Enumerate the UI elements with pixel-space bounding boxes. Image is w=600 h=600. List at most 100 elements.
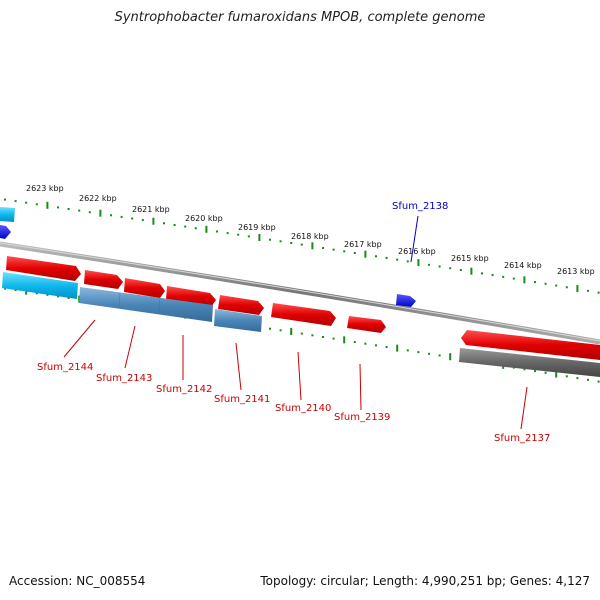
inner-minor-tick [46,293,49,296]
scale-label-2615: 2615 kbp [451,254,489,263]
scale-label-2623: 2623 kbp [26,184,64,193]
inner-minor-tick [544,371,547,374]
outer-minor-tick [163,222,165,225]
outer-minor-tick [290,242,293,244]
gene-forward-2[interactable] [84,270,123,289]
outer-minor-tick [491,274,494,277]
scale-labels: 2623 kbp 2622 kbp 2621 kbp 2620 kbp 2619… [26,184,595,276]
outer-minor-tick [35,203,38,206]
outer-minor-tick [375,255,377,258]
outer-minor-tick [300,243,303,246]
outer-minor-tick [216,230,218,233]
outer-minor-tick [459,269,462,271]
scale-label-2619: 2619 kbp [238,223,276,232]
inner-minor-tick [311,334,314,337]
gene-forward-1[interactable] [6,256,81,281]
gene-label-sfum-2141[interactable]: Sfum_2141 [214,394,270,405]
outer-minor-tick [449,267,452,270]
outer-major-tick [417,259,420,267]
gene-forward-3[interactable] [124,278,165,298]
gene-sfum-2143[interactable] [79,287,213,322]
outer-minor-tick [597,291,600,294]
outer-minor-tick [343,250,346,253]
outer-major-tick [576,285,579,293]
outer-minor-tick [67,208,70,210]
gene-label-sfum-2142[interactable]: Sfum_2142 [156,384,212,395]
gene-label-sfum-2137[interactable]: Sfum_2137 [494,433,550,444]
inner-major-tick [78,295,81,303]
outer-minor-tick [194,227,197,230]
gene-label-sfum-2138[interactable]: Sfum_2138 [392,201,448,212]
inner-major-tick [290,328,293,335]
scale-label-2622: 2622 kbp [79,194,117,203]
inner-minor-tick [438,354,441,357]
inner-minor-tick [300,332,303,335]
gene-label-sfum-2140[interactable]: Sfum_2140 [275,403,331,414]
gene-label-sfum-2144[interactable]: Sfum_2144 [37,362,93,373]
inner-minor-tick [35,292,38,295]
outer-minor-tick [247,235,250,238]
scale-label-2614: 2614 kbp [504,261,542,270]
outer-minor-tick [512,277,515,280]
outer-minor-tick [502,275,505,278]
gene-sfum-2138[interactable] [396,294,416,307]
gene-sfum-2140[interactable] [271,303,336,326]
inner-minor-tick [322,336,324,338]
gene-sfum-2139[interactable] [347,316,386,333]
outer-minor-tick [226,232,229,235]
inner-major-tick [396,344,399,352]
gene-sfum-2137[interactable] [461,330,600,360]
outer-major-tick [46,201,49,209]
outer-minor-tick [25,201,28,204]
outer-major-tick [99,209,102,217]
map-title: Syntrophobacter fumaroxidans MPOB, compl… [114,10,486,25]
inner-major-tick [449,353,452,361]
outer-minor-tick [481,272,483,275]
scale-label-2618: 2618 kbp [291,232,329,241]
accession-text: Accession: NC_008554 [9,574,146,588]
outer-scale-ticks [4,198,600,294]
outer-minor-tick [396,258,399,261]
steel-divider [118,292,121,309]
outer-minor-tick [184,225,187,228]
outer-major-tick [205,225,208,233]
outer-major-tick [364,250,367,258]
gene-steel-extra[interactable] [214,309,262,332]
outer-minor-tick [4,198,6,201]
topology-text: Topology: circular; Length: 4,990,251 bp… [260,574,590,588]
outer-minor-tick [534,281,536,284]
inner-major-tick [343,336,346,344]
outer-minor-tick [428,263,430,266]
inner-minor-tick [428,352,430,355]
outer-minor-tick [14,200,17,203]
scale-label-2617: 2617 kbp [344,240,382,249]
inner-minor-tick [406,349,409,352]
inner-minor-tick [279,329,282,332]
outer-minor-tick [141,219,144,222]
outer-minor-tick [555,284,558,287]
outer-minor-tick [353,252,356,254]
partial-gene-cyan-top[interactable] [0,207,15,222]
inner-minor-tick [417,351,420,354]
outer-minor-tick [406,260,409,263]
outer-major-tick [152,217,155,225]
gene-label-sfum-2139[interactable]: Sfum_2139 [334,412,390,423]
gene-sfum-2141[interactable] [218,295,264,315]
outer-minor-tick [78,209,81,212]
inner-minor-tick [576,377,579,380]
scale-label-2613: 2613 kbp [557,267,595,276]
partial-gene-blue-left[interactable] [0,225,11,239]
gene-label-sfum-2143[interactable]: Sfum_2143 [96,373,152,384]
scale-label-2621: 2621 kbp [132,205,170,214]
outer-minor-tick [385,257,388,259]
gene-sfum-2144[interactable] [2,272,78,299]
outer-minor-tick [332,248,335,251]
forward-strand [6,256,600,360]
gene-gray-reverse[interactable] [459,348,600,377]
steel-divider-2 [158,297,161,315]
outer-major-tick [523,276,526,284]
genome-backbone [0,241,600,345]
inner-minor-tick [57,295,59,298]
inner-minor-tick [587,378,589,381]
